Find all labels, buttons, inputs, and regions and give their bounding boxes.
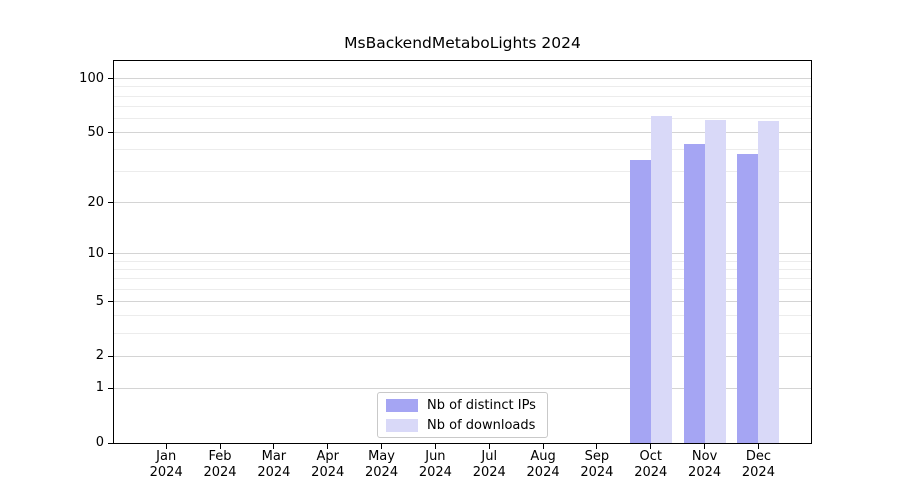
x-tick-month: Jan — [156, 449, 177, 464]
y-tick-label: 100 — [79, 70, 104, 86]
x-tick — [165, 444, 167, 449]
legend-label-downloads: Nb of downloads — [427, 417, 536, 433]
gridline-minor — [113, 106, 812, 108]
gridline-minor — [113, 260, 812, 262]
x-tick-month: Aug — [530, 449, 556, 464]
x-tick-label: Apr 2024 — [296, 449, 360, 481]
y-tick — [108, 442, 113, 444]
gridline-minor — [113, 269, 812, 271]
y-tick-label: 5 — [95, 293, 104, 309]
x-tick — [327, 444, 329, 449]
x-tick-month: Feb — [208, 449, 232, 464]
gridline-minor — [113, 288, 812, 290]
gridline-major — [113, 253, 812, 255]
y-tick — [108, 387, 113, 389]
x-tick-label: Aug 2024 — [511, 449, 575, 481]
x-tick-year: 2024 — [203, 465, 237, 480]
gridline-minor — [113, 171, 812, 173]
gridline-minor — [113, 95, 812, 97]
bar-distinct-ips — [629, 160, 651, 443]
x-tick — [434, 444, 436, 449]
x-tick-year: 2024 — [688, 465, 722, 480]
x-tick-year: 2024 — [149, 465, 183, 480]
x-tick-year: 2024 — [365, 465, 399, 480]
x-tick-year: 2024 — [418, 465, 452, 480]
y-tick-label: 10 — [87, 245, 104, 261]
bar-downloads — [650, 115, 672, 443]
legend-item-distinct-ips: Nb of distinct IPs — [386, 397, 539, 414]
x-tick — [381, 444, 383, 449]
x-tick-label: Jun 2024 — [403, 449, 467, 481]
x-tick-label: Nov 2024 — [673, 449, 737, 481]
gridline-minor — [113, 315, 812, 317]
y-tick — [108, 132, 113, 134]
gridline-major — [113, 78, 812, 80]
gridline-minor — [113, 118, 812, 119]
legend-swatch-distinct-ips — [386, 398, 418, 412]
y-tick — [108, 78, 113, 80]
bar-downloads — [758, 121, 780, 443]
x-tick-year: 2024 — [311, 465, 345, 480]
x-tick — [273, 444, 275, 449]
x-tick-label: Feb 2024 — [188, 449, 252, 481]
x-tick-year: 2024 — [257, 465, 291, 480]
y-tick-label: 0 — [95, 435, 104, 450]
x-tick — [650, 444, 652, 449]
gridline-minor — [113, 333, 812, 335]
y-tick-label: 2 — [95, 348, 104, 364]
x-tick — [542, 444, 544, 449]
y-tick — [108, 253, 113, 255]
gridline-minor — [113, 149, 812, 151]
y-tick-label: 1 — [95, 380, 104, 396]
x-tick-month: Mar — [261, 449, 287, 464]
chart-title: MsBackendMetaboLights 2024 — [344, 34, 581, 52]
legend: Nb of distinct IPs Nb of downloads — [377, 392, 548, 438]
bar-downloads — [704, 119, 726, 443]
gridline-major — [113, 387, 812, 389]
x-tick-month: Jul — [481, 449, 498, 464]
x-tick-label: Jul 2024 — [457, 449, 521, 481]
x-tick — [596, 444, 598, 449]
legend-item-downloads: Nb of downloads — [386, 417, 539, 434]
gridline-major — [113, 202, 812, 204]
gridline-minor — [113, 278, 812, 280]
x-tick-month: Nov — [691, 449, 718, 464]
gridline-major — [113, 132, 812, 134]
x-tick-month: May — [368, 449, 395, 464]
x-tick — [219, 444, 221, 449]
x-tick-year: 2024 — [580, 465, 614, 480]
y-tick-label: 20 — [87, 194, 104, 210]
x-tick-month: Jun — [425, 449, 446, 464]
legend-swatch-downloads — [386, 418, 418, 432]
x-tick-year: 2024 — [526, 465, 560, 480]
x-tick — [704, 444, 706, 449]
y-tick — [108, 202, 113, 204]
x-tick-label: Sep 2024 — [565, 449, 629, 481]
x-tick-year: 2024 — [634, 465, 668, 480]
x-tick-month: Oct — [639, 449, 662, 464]
y-tick — [108, 301, 113, 303]
x-tick-year: 2024 — [472, 465, 506, 480]
legend-label-distinct-ips: Nb of distinct IPs — [427, 397, 536, 413]
bar-distinct-ips — [683, 144, 705, 443]
x-tick-label: Dec 2024 — [726, 449, 790, 481]
x-tick-month: Apr — [316, 449, 339, 464]
gridline-major — [113, 301, 812, 303]
x-tick-month: Sep — [584, 449, 610, 464]
gridline-minor — [113, 86, 812, 88]
bar-distinct-ips — [737, 153, 759, 443]
y-tick — [108, 355, 113, 357]
x-tick-year: 2024 — [741, 465, 775, 480]
x-tick-label: Oct 2024 — [619, 449, 683, 481]
y-tick-label: 50 — [87, 124, 104, 140]
x-tick-month: Dec — [745, 449, 772, 464]
x-tick-label: Mar 2024 — [242, 449, 306, 481]
x-tick — [488, 444, 490, 449]
x-tick-label: Jan 2024 — [134, 449, 198, 481]
x-tick — [757, 444, 759, 449]
x-tick-label: May 2024 — [350, 449, 414, 481]
gridline-major — [113, 355, 812, 357]
